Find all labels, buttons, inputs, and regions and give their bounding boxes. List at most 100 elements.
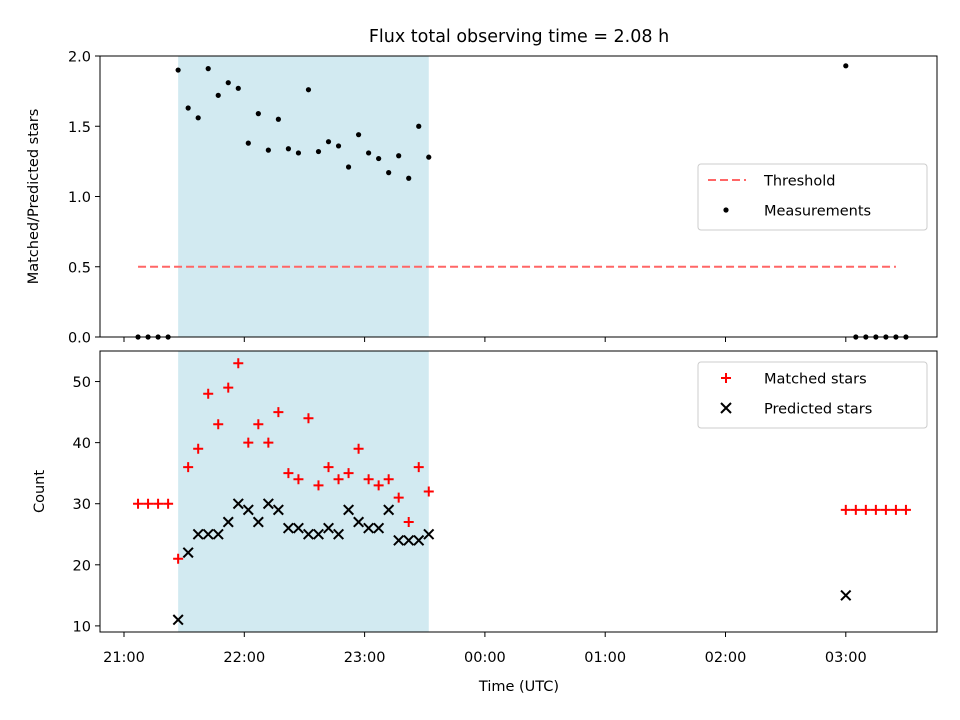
data-point	[252, 516, 264, 528]
data-point	[423, 528, 435, 540]
data-point	[900, 504, 911, 515]
data-point	[353, 516, 365, 528]
data-point	[383, 474, 394, 485]
data-point	[880, 504, 891, 515]
data-point	[396, 153, 402, 159]
data-point	[373, 522, 385, 534]
y-tick-label: 10	[73, 619, 91, 635]
data-point	[860, 504, 871, 515]
x-tick-label: 02:00	[705, 650, 747, 666]
y-tick-label: 0.5	[68, 260, 91, 276]
data-point	[363, 474, 374, 485]
legend-box	[697, 163, 928, 231]
data-point	[383, 504, 395, 516]
data-point	[403, 517, 414, 528]
data-point	[205, 66, 211, 72]
legend-label: Measurements	[764, 204, 871, 220]
data-point	[172, 614, 184, 626]
data-point	[423, 486, 434, 497]
data-point	[133, 498, 144, 509]
data-point	[870, 504, 881, 515]
legend: Threshold Measurements	[697, 163, 928, 231]
data-point	[175, 67, 181, 73]
x-axis-label: Time (UTC)	[478, 679, 559, 695]
data-point	[333, 474, 344, 485]
data-point	[235, 85, 241, 91]
data-point	[275, 116, 281, 122]
data-point	[182, 547, 194, 559]
data-point	[192, 528, 204, 540]
y-axis-label: Matched/Predicted stars	[26, 109, 42, 285]
data-point	[265, 147, 271, 153]
data-point	[213, 419, 224, 430]
data-point	[373, 480, 384, 491]
data-point	[295, 150, 302, 156]
data-point	[403, 534, 415, 546]
data-point	[313, 480, 324, 491]
x-tick-label: 03:00	[825, 650, 867, 666]
data-point	[305, 87, 312, 93]
data-point	[245, 140, 251, 146]
data-point	[193, 443, 204, 454]
x-tick-label: 23:00	[344, 650, 386, 666]
observing-span	[178, 56, 429, 337]
data-point	[312, 528, 324, 540]
data-point	[353, 443, 364, 454]
legend-box	[697, 361, 928, 429]
data-point	[293, 474, 304, 485]
count-panel: 10 20 30 40 50 21:00 22:00 23:00 00:00 01:00 02:00…	[32, 350, 938, 666]
chart-title: Flux total observing time = 2.08 h	[369, 27, 669, 47]
x-tick-label: 21:00	[103, 650, 145, 666]
data-point	[323, 522, 335, 534]
data-point	[262, 498, 274, 510]
data-point	[363, 522, 375, 534]
observing-span	[178, 351, 429, 632]
data-point	[202, 528, 214, 540]
data-point	[335, 143, 342, 149]
x-tick-label: 01:00	[584, 650, 626, 666]
data-point	[302, 528, 314, 540]
series-matched-stars	[133, 358, 911, 564]
data-point	[393, 534, 405, 546]
x-tick-label: 00:00	[464, 650, 506, 666]
legend-marker	[721, 373, 731, 383]
data-point	[185, 105, 191, 111]
data-point	[233, 358, 244, 369]
data-point	[840, 589, 852, 601]
data-point	[222, 516, 234, 528]
data-point	[253, 419, 264, 430]
data-point	[143, 498, 154, 509]
data-point	[282, 522, 294, 534]
data-point	[183, 462, 194, 473]
data-point	[890, 504, 901, 515]
data-point	[333, 528, 345, 540]
legend-label: Matched stars	[764, 372, 867, 388]
y-tick-label: 2.0	[68, 50, 91, 66]
data-point	[315, 148, 322, 155]
data-point	[355, 132, 362, 138]
data-point	[393, 492, 404, 503]
y-tick-label: 0.0	[68, 331, 91, 347]
data-point	[243, 437, 254, 448]
x-tick-label: 22:00	[223, 650, 265, 666]
data-point	[413, 462, 424, 473]
data-point	[223, 382, 234, 393]
y-tick-label: 50	[73, 375, 91, 391]
data-point	[283, 468, 294, 479]
data-point	[406, 175, 412, 181]
data-point	[195, 115, 201, 121]
data-point	[850, 504, 861, 515]
series-predicted-stars	[172, 498, 852, 626]
data-point	[255, 111, 261, 117]
axes-frame	[99, 350, 938, 633]
data-point	[345, 164, 352, 170]
y-tick-label: 1.0	[68, 190, 91, 206]
data-point	[242, 504, 254, 516]
data-point	[173, 553, 184, 564]
data-point	[303, 413, 314, 424]
ratio-panel: 0.0 0.5 1.0 1.5 2.0 Matched/Predicted stars Th…	[26, 50, 938, 347]
data-point	[323, 462, 334, 473]
data-point	[263, 437, 274, 448]
data-point	[343, 468, 354, 479]
